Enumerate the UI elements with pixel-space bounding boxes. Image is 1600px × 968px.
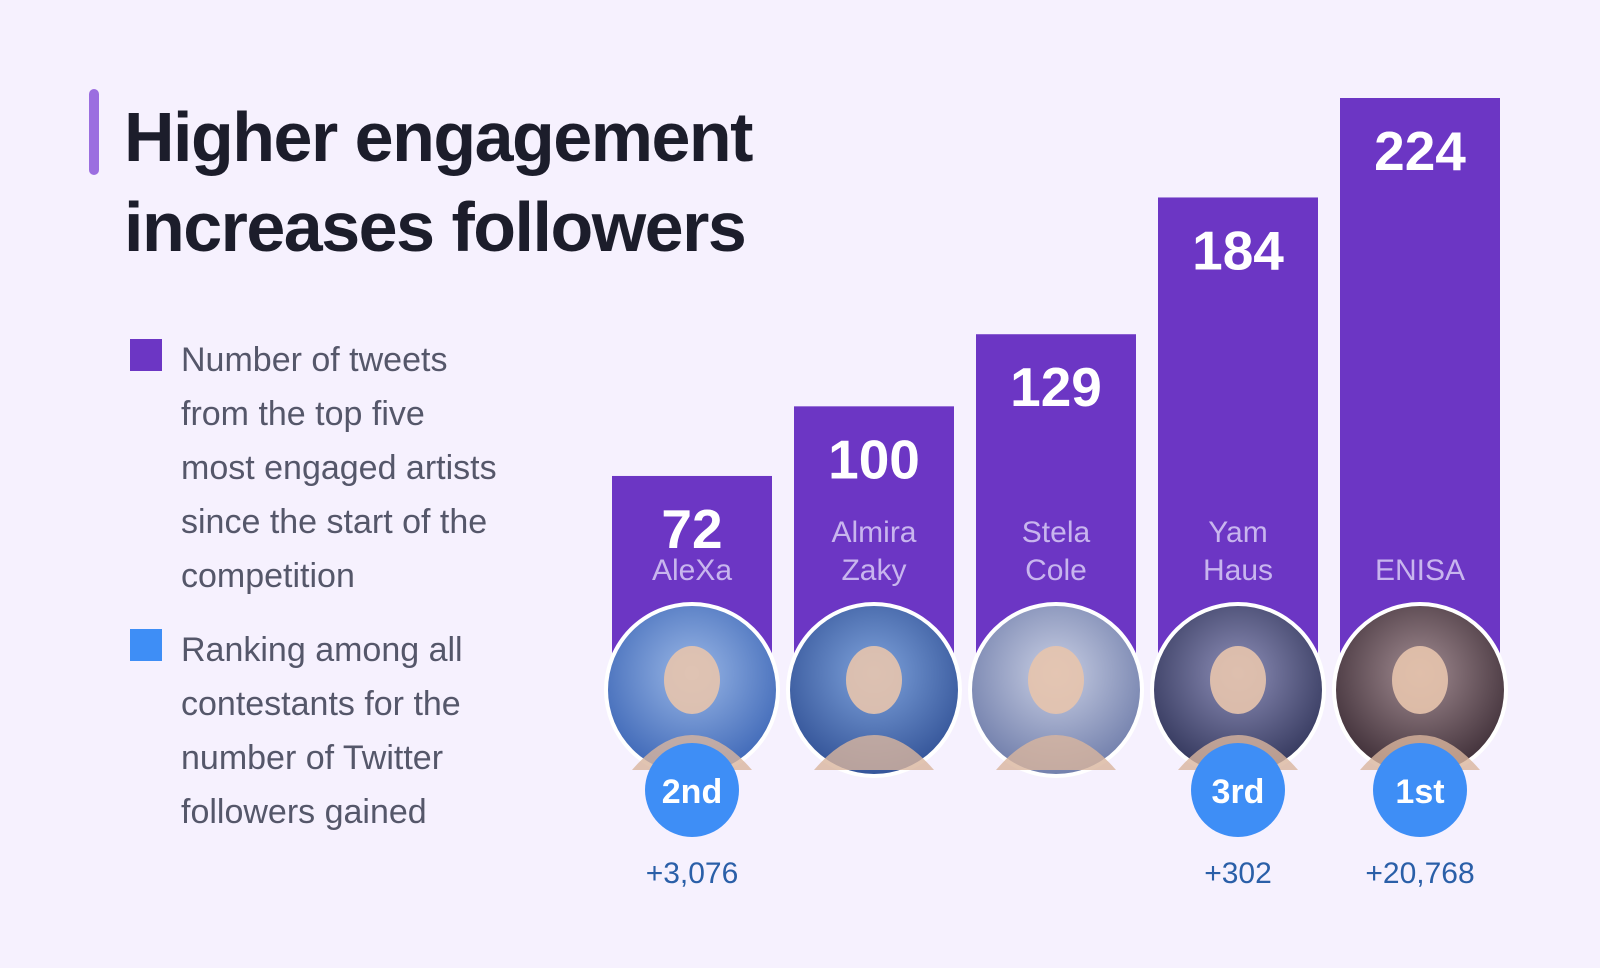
avatar-stela-cole: [968, 602, 1144, 778]
rank-label-yam-haus: 3rd: [1212, 773, 1265, 811]
rank-badge-enisa: [1373, 743, 1467, 837]
avatar-enisa: [1332, 602, 1508, 778]
legend-swatch-blue: [130, 629, 162, 661]
title-line-2: increases followers: [124, 188, 747, 266]
value-label-alexa: 72: [661, 498, 722, 560]
rank-label-alexa: 2nd: [662, 773, 722, 811]
legend-swatch-purple: [130, 339, 162, 371]
legend-text-ranking: Ranking among all contestants for the nu…: [181, 631, 463, 831]
rank-label-enisa: 1st: [1395, 773, 1444, 811]
followers-gained-enisa: +20,768: [1365, 857, 1474, 890]
name-label-yam-haus: Yam Haus: [1203, 516, 1273, 587]
rank-badge-yam-haus: [1191, 743, 1285, 837]
name-label-enisa: ENISA: [1375, 554, 1465, 587]
value-label-yam-haus: 184: [1192, 219, 1284, 281]
page-title: Higher engagement increases followers: [124, 92, 884, 272]
bar-stela-cole: [976, 334, 1136, 655]
bar-enisa: [1340, 98, 1500, 655]
avatar-almira-zaky: [786, 602, 962, 778]
value-label-almira-zaky: 100: [828, 428, 920, 490]
followers-gained-alexa: +3,076: [646, 857, 739, 890]
avatar-yam-haus: [1150, 602, 1326, 778]
rank-badge-alexa: [645, 743, 739, 837]
name-label-alexa: AleXa: [652, 554, 732, 587]
name-label-almira-zaky: Almira Zaky: [831, 516, 916, 587]
value-label-enisa: 224: [1374, 120, 1466, 182]
title-line-1: Higher engagement: [124, 98, 753, 176]
legend-text-tweets: Number of tweets from the top five most …: [181, 341, 497, 595]
followers-gained-yam-haus: +302: [1204, 857, 1272, 890]
bar-yam-haus: [1158, 197, 1318, 655]
name-label-stela-cole: Stela Cole: [1022, 516, 1091, 587]
title-accent-bar: [89, 89, 99, 175]
value-label-stela-cole: 129: [1010, 356, 1102, 418]
avatar-alexa: [604, 602, 780, 778]
